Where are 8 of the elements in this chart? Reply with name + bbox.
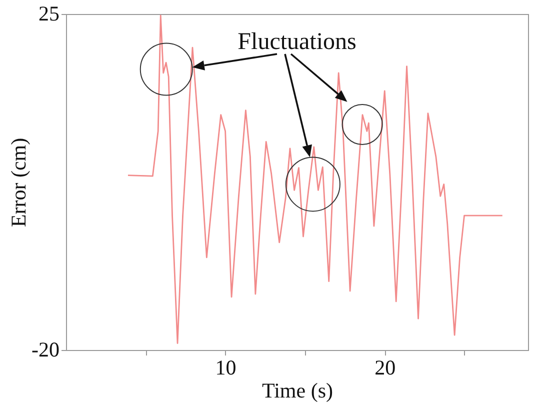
annotation: Fluctuations — [238, 29, 356, 55]
y-axis-title: Error (cm) — [6, 138, 31, 228]
x-tick-label: 20 — [374, 356, 396, 380]
x-axis-title: Time (s) — [262, 378, 333, 402]
y-tick-label: -20 — [32, 338, 60, 362]
y-tick-label: 25 — [38, 2, 60, 26]
x-tick-label: 10 — [215, 356, 236, 380]
line-series — [127, 14, 504, 344]
